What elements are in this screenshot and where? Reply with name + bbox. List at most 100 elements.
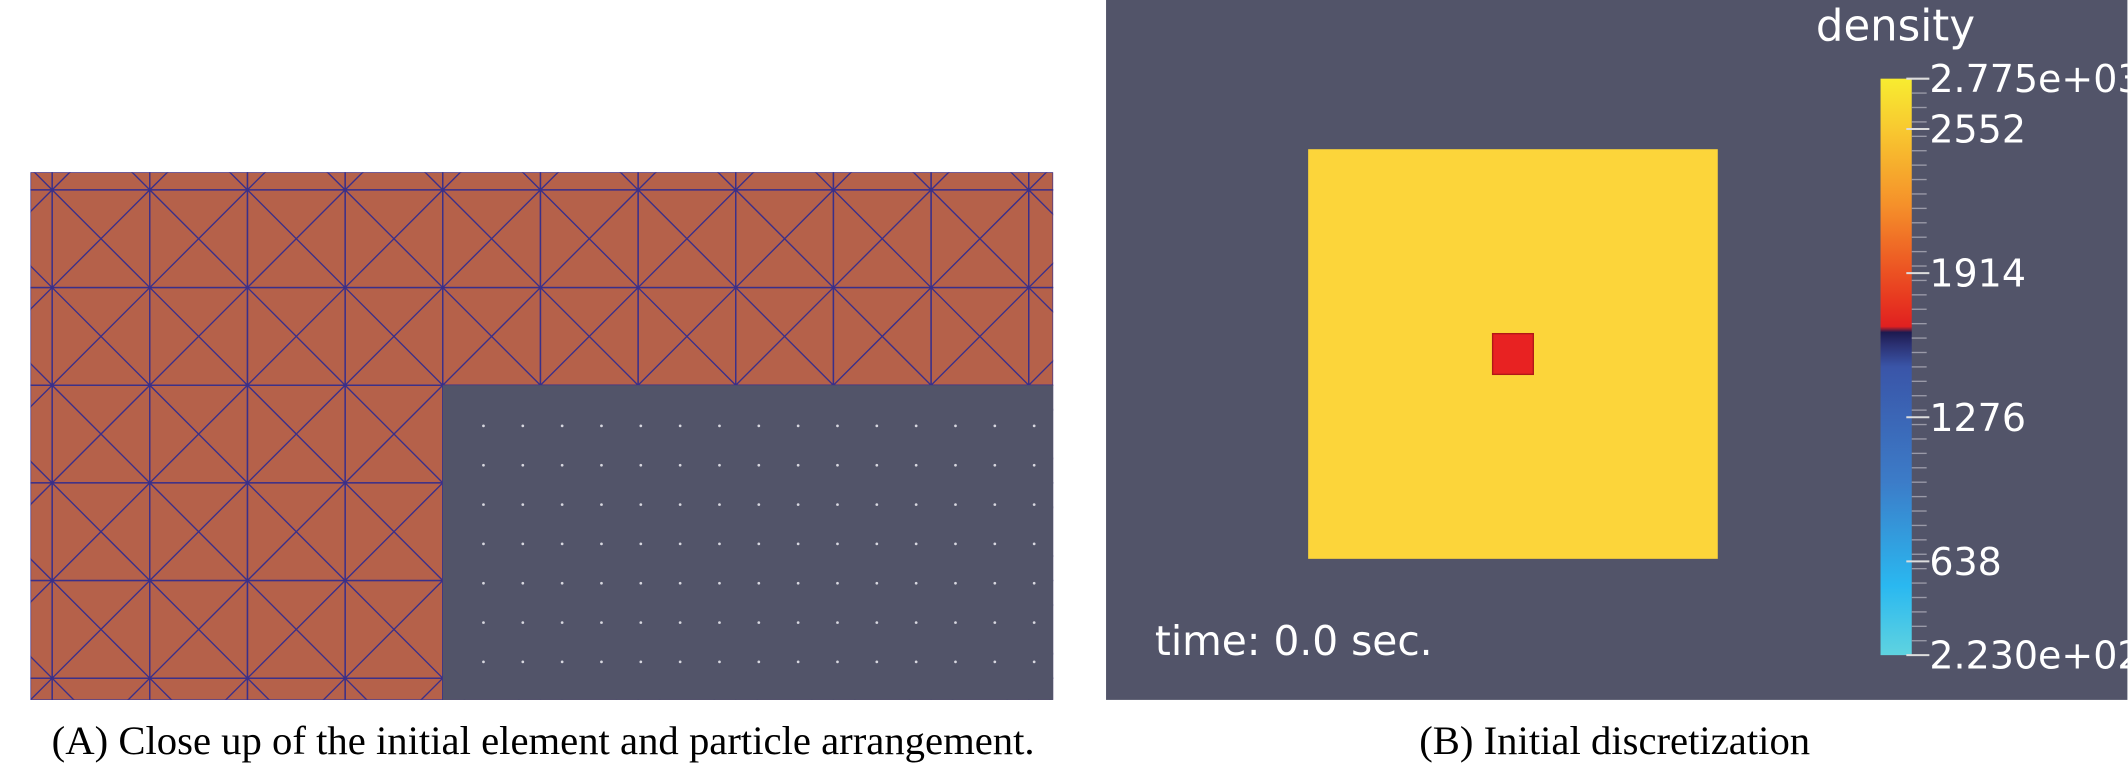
mesh-edge xyxy=(539,189,639,289)
particle xyxy=(560,503,564,506)
mesh-edge xyxy=(521,172,541,191)
particle xyxy=(993,581,997,585)
particle xyxy=(1032,542,1036,546)
mesh-edge xyxy=(51,482,151,582)
mesh-edge xyxy=(149,172,169,191)
particle xyxy=(914,542,918,546)
particle xyxy=(914,621,918,624)
particle xyxy=(1032,463,1036,467)
particle xyxy=(560,463,564,467)
particle xyxy=(521,621,525,624)
mesh-cell xyxy=(1028,189,1054,289)
particle xyxy=(678,660,682,664)
particle xyxy=(796,424,800,428)
particle xyxy=(875,463,879,467)
particle xyxy=(718,542,721,546)
particle xyxy=(796,542,800,546)
mesh-edge xyxy=(344,580,444,679)
mesh-edge xyxy=(30,189,53,213)
mesh-edge xyxy=(619,172,639,191)
particle xyxy=(954,542,957,546)
particle xyxy=(796,581,800,585)
particle xyxy=(993,660,997,664)
particle xyxy=(639,660,643,664)
mesh-edge xyxy=(344,677,368,700)
particle xyxy=(678,503,682,506)
particle xyxy=(836,621,839,624)
particle xyxy=(678,581,682,585)
particle xyxy=(600,424,603,428)
particle xyxy=(482,660,485,664)
mesh-cell xyxy=(1028,286,1054,386)
mesh-edge xyxy=(149,287,248,386)
particle xyxy=(482,503,485,506)
particle xyxy=(482,424,485,428)
mesh-edge xyxy=(149,677,173,700)
particle xyxy=(600,621,603,624)
particle xyxy=(678,463,682,467)
particle xyxy=(560,660,564,664)
colorbar-tick-label: 2552 xyxy=(1929,108,2026,152)
particle xyxy=(836,463,839,467)
mesh-edge xyxy=(51,384,151,484)
mesh-edge xyxy=(832,172,853,191)
mesh-edge xyxy=(1028,262,1054,289)
mesh-edge xyxy=(246,677,271,700)
mesh-edge xyxy=(637,172,657,191)
mesh-edge xyxy=(246,172,267,191)
particle xyxy=(796,463,800,467)
mesh-edge xyxy=(1028,172,1048,191)
mesh-edge xyxy=(717,172,737,191)
mesh-cell xyxy=(344,677,444,700)
mesh-edge xyxy=(30,264,53,289)
time-label: time: 0.0 sec. xyxy=(1155,617,1433,665)
mesh-edge xyxy=(30,384,53,408)
particle xyxy=(639,581,643,585)
particle xyxy=(757,621,761,624)
colorbar-tick-label: 1914 xyxy=(1929,252,2026,296)
mesh-edge xyxy=(30,557,53,582)
mesh-edge xyxy=(246,384,346,484)
particle xyxy=(1032,424,1036,428)
particle xyxy=(954,503,957,506)
mesh-edge xyxy=(930,172,950,191)
particle xyxy=(1032,581,1036,585)
mesh-edge xyxy=(344,172,364,191)
particle xyxy=(836,660,839,664)
particle xyxy=(914,424,918,428)
mesh-edge xyxy=(637,287,737,386)
particle xyxy=(757,424,761,428)
mesh-edge xyxy=(442,189,541,289)
particle xyxy=(600,542,603,546)
particle xyxy=(600,581,603,585)
particle xyxy=(521,503,525,506)
colorbar xyxy=(1880,78,1912,656)
mesh-edge xyxy=(30,655,53,679)
mesh-edge xyxy=(246,189,346,289)
particle xyxy=(560,621,564,624)
particle xyxy=(796,621,800,624)
mesh-edge xyxy=(149,189,248,289)
particle xyxy=(600,463,603,467)
particle xyxy=(482,463,485,467)
colorbar-title: density xyxy=(1816,2,1975,52)
particle xyxy=(718,581,721,585)
particle xyxy=(600,503,603,506)
mesh-cell xyxy=(149,677,249,700)
colorbar-ticks: 2.775e+03 2552 1914 1276 638 2.230e+02 xyxy=(1906,57,2128,678)
particle-region xyxy=(442,385,1054,700)
mesh-edge xyxy=(735,287,834,386)
particle xyxy=(875,581,879,585)
particle xyxy=(639,424,643,428)
particle xyxy=(718,503,721,506)
mesh-edge xyxy=(30,287,53,311)
mesh-edge xyxy=(1010,172,1030,191)
particle xyxy=(954,463,957,467)
particle xyxy=(1032,621,1036,624)
mesh-edge xyxy=(246,482,346,582)
mesh-edge xyxy=(1028,359,1054,386)
particle xyxy=(954,424,957,428)
colorbar-tick-label: 638 xyxy=(1929,540,2001,584)
particle xyxy=(560,424,564,428)
